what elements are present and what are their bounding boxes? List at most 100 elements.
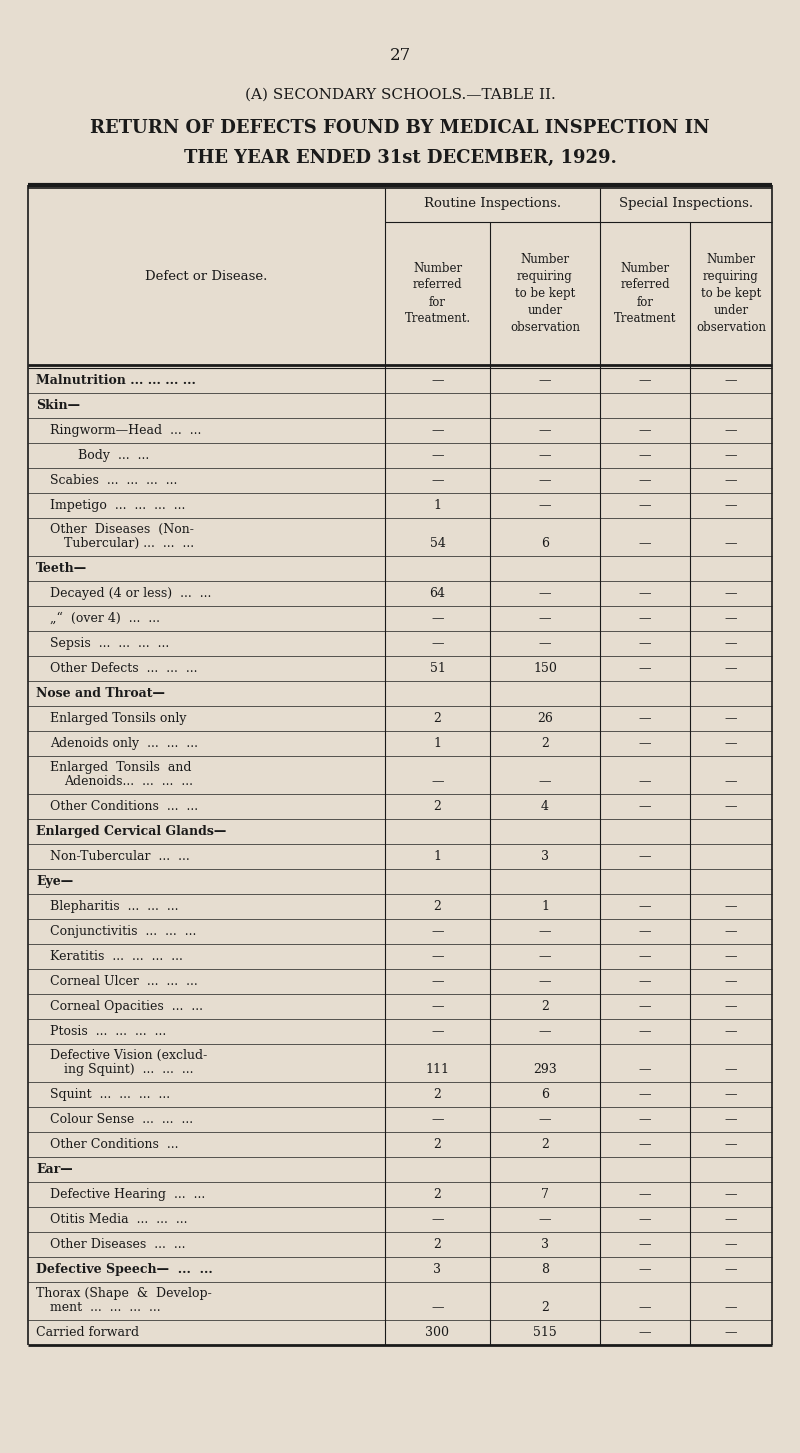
Text: —: —: [638, 424, 651, 437]
Text: 1: 1: [541, 899, 549, 912]
Text: 2: 2: [541, 1138, 549, 1151]
Text: —: —: [538, 1024, 551, 1037]
Text: —: —: [725, 538, 738, 551]
Text: —: —: [538, 926, 551, 939]
Text: 111: 111: [426, 1064, 450, 1077]
Text: Nose and Throat—: Nose and Throat—: [36, 687, 165, 700]
Text: Enlarged  Tonsils  and: Enlarged Tonsils and: [50, 761, 191, 774]
Text: Non-Tubercular  ...  ...: Non-Tubercular ... ...: [50, 850, 190, 863]
Text: Number
referred
for
Treatment: Number referred for Treatment: [614, 262, 676, 325]
Text: Malnutrition ... ... ... ...: Malnutrition ... ... ... ...: [36, 373, 196, 386]
Text: —: —: [725, 1238, 738, 1251]
Text: Ptosis  ...  ...  ...  ...: Ptosis ... ... ... ...: [50, 1024, 166, 1037]
Text: —: —: [725, 899, 738, 912]
Text: —: —: [431, 373, 444, 386]
Text: Keratitis  ...  ...  ...  ...: Keratitis ... ... ... ...: [50, 950, 183, 963]
Text: 2: 2: [541, 1302, 549, 1315]
Text: —: —: [431, 926, 444, 939]
Text: —: —: [431, 776, 444, 789]
Text: —: —: [431, 1024, 444, 1037]
Text: —: —: [638, 950, 651, 963]
Text: —: —: [638, 1189, 651, 1202]
Text: Squint  ...  ...  ...  ...: Squint ... ... ... ...: [50, 1088, 170, 1101]
Text: —: —: [638, 1088, 651, 1101]
Text: —: —: [638, 712, 651, 725]
Text: Ear—: Ear—: [36, 1162, 73, 1175]
Text: —: —: [431, 950, 444, 963]
Text: —: —: [538, 612, 551, 625]
Text: —: —: [638, 801, 651, 814]
Text: —: —: [638, 1024, 651, 1037]
Text: ing Squint)  ...  ...  ...: ing Squint) ... ... ...: [64, 1064, 194, 1077]
Text: 1: 1: [434, 737, 442, 750]
Text: 515: 515: [533, 1327, 557, 1340]
Text: Adenoids only  ...  ...  ...: Adenoids only ... ... ...: [50, 737, 198, 750]
Text: Skin—: Skin—: [36, 400, 80, 413]
Text: —: —: [638, 776, 651, 789]
Text: —: —: [538, 424, 551, 437]
Text: —: —: [725, 1327, 738, 1340]
Text: —: —: [725, 1189, 738, 1202]
Text: 150: 150: [533, 663, 557, 676]
Text: —: —: [431, 636, 444, 649]
Text: Otitis Media  ...  ...  ...: Otitis Media ... ... ...: [50, 1213, 187, 1226]
Text: —: —: [725, 424, 738, 437]
Text: —: —: [725, 801, 738, 814]
Text: —: —: [431, 975, 444, 988]
Text: (A) SECONDARY SCHOOLS.—TABLE II.: (A) SECONDARY SCHOOLS.—TABLE II.: [245, 89, 555, 102]
Text: —: —: [538, 474, 551, 487]
Text: —: —: [431, 1113, 444, 1126]
Text: 2: 2: [541, 737, 549, 750]
Text: —: —: [725, 449, 738, 462]
Text: —: —: [431, 612, 444, 625]
Text: Number
requiring
to be kept
under
observation: Number requiring to be kept under observ…: [696, 253, 766, 334]
Text: —: —: [431, 424, 444, 437]
Text: Sepsis  ...  ...  ...  ...: Sepsis ... ... ... ...: [50, 636, 170, 649]
Text: —: —: [538, 1113, 551, 1126]
Text: —: —: [538, 636, 551, 649]
Text: —: —: [725, 612, 738, 625]
Text: —: —: [638, 449, 651, 462]
Text: —: —: [725, 1113, 738, 1126]
Text: —: —: [538, 587, 551, 600]
Text: Defect or Disease.: Defect or Disease.: [146, 270, 268, 283]
Text: Impetigo  ...  ...  ...  ...: Impetigo ... ... ... ...: [50, 498, 186, 511]
Text: 2: 2: [434, 712, 442, 725]
Text: 7: 7: [541, 1189, 549, 1202]
Text: Teeth—: Teeth—: [36, 562, 87, 575]
Text: —: —: [638, 899, 651, 912]
Text: —: —: [725, 776, 738, 789]
Text: —: —: [638, 1238, 651, 1251]
Text: —: —: [725, 1213, 738, 1226]
Text: ment  ...  ...  ...  ...: ment ... ... ... ...: [50, 1302, 161, 1315]
Text: —: —: [431, 474, 444, 487]
Text: —: —: [725, 926, 738, 939]
Text: 3: 3: [541, 850, 549, 863]
Text: —: —: [725, 498, 738, 511]
Text: —: —: [725, 950, 738, 963]
Text: —: —: [638, 1327, 651, 1340]
Text: —: —: [538, 1213, 551, 1226]
Text: —: —: [638, 737, 651, 750]
Text: —: —: [725, 1024, 738, 1037]
Text: Body  ...  ...: Body ... ...: [78, 449, 150, 462]
Text: —: —: [725, 1138, 738, 1151]
Text: —: —: [725, 1064, 738, 1077]
Text: 300: 300: [426, 1327, 450, 1340]
Text: Conjunctivitis  ...  ...  ...: Conjunctivitis ... ... ...: [50, 926, 196, 939]
Text: —: —: [725, 474, 738, 487]
Text: 4: 4: [541, 801, 549, 814]
Text: Colour Sense  ...  ...  ...: Colour Sense ... ... ...: [50, 1113, 193, 1126]
Text: Enlarged Cervical Glands—: Enlarged Cervical Glands—: [36, 825, 226, 838]
Text: Ringworm—Head  ...  ...: Ringworm—Head ... ...: [50, 424, 202, 437]
Text: —: —: [638, 1000, 651, 1013]
Text: —: —: [638, 663, 651, 676]
Text: —: —: [725, 975, 738, 988]
Text: —: —: [538, 950, 551, 963]
Text: —: —: [538, 498, 551, 511]
Text: —: —: [638, 587, 651, 600]
Text: Thorax (Shape  &  Develop-: Thorax (Shape & Develop-: [36, 1287, 212, 1300]
Text: —: —: [538, 776, 551, 789]
Text: —: —: [725, 663, 738, 676]
Text: Number
referred
for
Treatment.: Number referred for Treatment.: [405, 262, 470, 325]
